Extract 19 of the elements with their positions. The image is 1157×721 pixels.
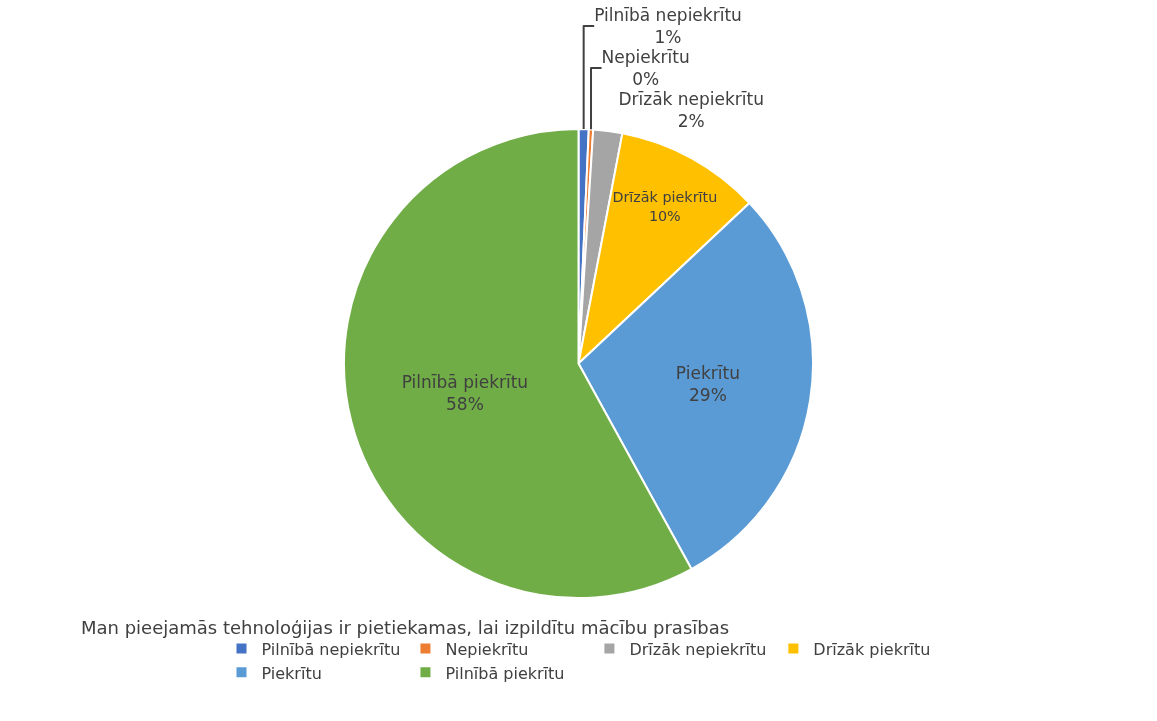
text: Man pieejamās tehnoloģijas ir pietiekamas, lai izpildītu mācību prasības: [80, 617, 730, 639]
legend-label: Drīzāk nepiekrītu: [629, 639, 767, 659]
legend-label: Nepiekrītu: [445, 639, 529, 659]
slice-label: Drīzāk piekrītu: [612, 189, 718, 206]
data-label: 10%: [648, 207, 681, 224]
slice-label: Nepiekrītu: [601, 46, 690, 67]
slice-label: Piekrītu: [675, 362, 740, 383]
slice-label: Drīzāk nepiekrītu: [618, 89, 765, 110]
data-label: 29%: [688, 385, 727, 406]
legend-label: Pilnībā piekrītu: [445, 663, 565, 683]
data-label: 1%: [654, 26, 682, 47]
data-label: 0%: [632, 69, 660, 90]
slice-label: Pilnībā nepiekrītu: [594, 4, 742, 25]
legend-label: Pilnībā nepiekrītu: [261, 639, 401, 659]
legend-label: Piekrītu: [261, 663, 322, 683]
legend-label: Drīzāk piekrītu: [813, 639, 931, 659]
data-label: 58%: [446, 393, 484, 414]
slice-label: Pilnībā piekrītu: [401, 371, 529, 392]
data-label: 2%: [677, 111, 705, 132]
